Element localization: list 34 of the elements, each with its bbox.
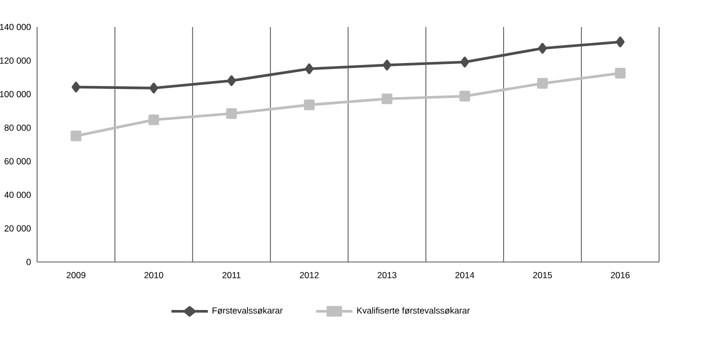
x-tick-label: 2011 bbox=[222, 272, 241, 278]
x-tick-label: 2016 bbox=[610, 272, 630, 278]
x-tick-label: 2010 bbox=[144, 272, 164, 278]
x-tick-label: 2015 bbox=[533, 272, 552, 278]
point bbox=[304, 63, 314, 74]
y-tick-label: 140 000 bbox=[0, 24, 31, 30]
legend-label: Kvalifiserte førstevalssøkarar bbox=[357, 307, 470, 314]
x-tick-label: 2014 bbox=[455, 272, 474, 278]
point bbox=[460, 56, 470, 68]
y-tick-label: 100 000 bbox=[0, 91, 31, 98]
point bbox=[537, 78, 548, 89]
x-tick-label: 2009 bbox=[66, 272, 86, 278]
legend-label: Førstevalssøkarar bbox=[212, 307, 283, 314]
y-tick-label: 20 000 bbox=[4, 225, 31, 232]
point bbox=[226, 108, 237, 119]
point bbox=[382, 60, 392, 70]
point bbox=[538, 42, 547, 54]
y-tick-label: 120 000 bbox=[0, 57, 31, 64]
point bbox=[304, 100, 315, 110]
point bbox=[148, 114, 160, 126]
y-tick-label: 40 000 bbox=[4, 192, 31, 198]
point bbox=[459, 90, 470, 102]
point bbox=[149, 82, 158, 94]
point bbox=[616, 36, 625, 48]
point bbox=[227, 75, 236, 86]
y-tick-label: 80 000 bbox=[4, 124, 31, 131]
point bbox=[70, 130, 82, 142]
x-tick-label: 2012 bbox=[300, 272, 319, 278]
y-tick-label: 0 bbox=[26, 258, 31, 266]
y-tick-label: 60 000 bbox=[4, 158, 31, 164]
x-tick-label: 2013 bbox=[378, 272, 396, 278]
point bbox=[382, 93, 392, 104]
point bbox=[72, 82, 80, 92]
point bbox=[614, 68, 626, 78]
